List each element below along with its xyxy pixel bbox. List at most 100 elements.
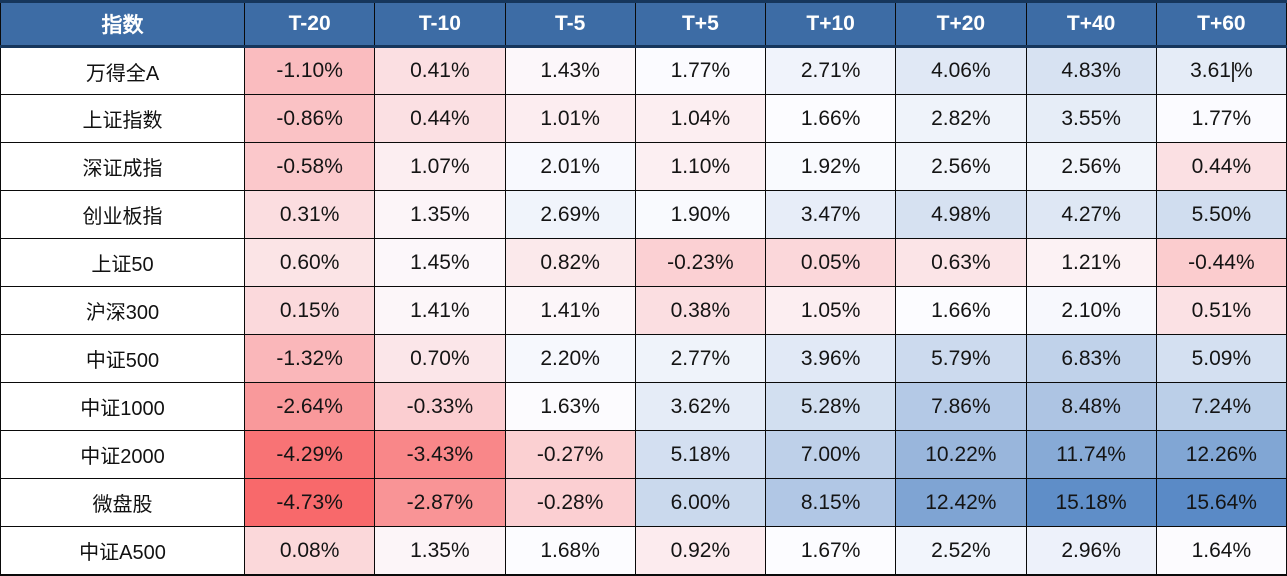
- value-cell[interactable]: 0.15%: [243, 286, 376, 336]
- value-cell[interactable]: -3.43%: [374, 430, 506, 480]
- value-cell[interactable]: 2.69%: [504, 190, 636, 240]
- value-cell[interactable]: 1.67%: [764, 526, 897, 576]
- value-cell[interactable]: 3.47%: [764, 190, 897, 240]
- value-cell[interactable]: 2.77%: [634, 334, 767, 384]
- value-cell[interactable]: 1.66%: [895, 286, 1027, 336]
- value-cell[interactable]: 7.24%: [1155, 382, 1287, 432]
- value-cell[interactable]: -0.27%: [504, 430, 636, 480]
- index-label-cell[interactable]: 中证1000: [0, 382, 245, 432]
- value-cell[interactable]: 0.08%: [243, 526, 376, 576]
- value-cell[interactable]: 4.27%: [1025, 190, 1157, 240]
- value-cell[interactable]: 1.41%: [374, 286, 506, 336]
- value-cell[interactable]: 2.20%: [504, 334, 636, 384]
- value-cell[interactable]: 1.01%: [504, 94, 636, 144]
- value-cell[interactable]: 7.00%: [764, 430, 897, 480]
- value-cell[interactable]: 2.52%: [895, 526, 1027, 576]
- value-cell[interactable]: -2.87%: [374, 478, 506, 528]
- value-cell[interactable]: 5.18%: [634, 430, 767, 480]
- value-cell[interactable]: 5.50%: [1155, 190, 1287, 240]
- value-cell[interactable]: -0.44%: [1155, 238, 1287, 288]
- value-cell[interactable]: 10.22%: [895, 430, 1027, 480]
- index-label-cell[interactable]: 深证成指: [0, 142, 245, 192]
- value-cell[interactable]: 2.71%: [764, 45, 897, 96]
- value-cell[interactable]: 7.86%: [895, 382, 1027, 432]
- value-cell[interactable]: 8.48%: [1025, 382, 1157, 432]
- index-label-cell[interactable]: 沪深300: [0, 286, 245, 336]
- value-cell[interactable]: 2.82%: [895, 94, 1027, 144]
- value-cell[interactable]: 0.60%: [243, 238, 376, 288]
- value-cell[interactable]: -0.86%: [243, 94, 376, 144]
- value-cell[interactable]: 3.62%: [634, 382, 767, 432]
- value-cell[interactable]: 1.04%: [634, 94, 767, 144]
- value-cell[interactable]: 5.09%: [1155, 334, 1287, 384]
- value-cell[interactable]: 0.44%: [1155, 142, 1287, 192]
- value-cell[interactable]: 4.06%: [895, 45, 1027, 96]
- value-cell[interactable]: 1.21%: [1025, 238, 1157, 288]
- index-label-cell[interactable]: 万得全A: [0, 45, 245, 96]
- value-cell[interactable]: 1.63%: [504, 382, 636, 432]
- value-cell[interactable]: -0.58%: [243, 142, 376, 192]
- value-cell[interactable]: 1.66%: [764, 94, 897, 144]
- value-cell[interactable]: 3.55%: [1025, 94, 1157, 144]
- value-cell[interactable]: 1.05%: [764, 286, 897, 336]
- index-label-cell[interactable]: 中证500: [0, 334, 245, 384]
- value-cell[interactable]: 1.35%: [374, 526, 506, 576]
- value-cell[interactable]: 0.51%: [1155, 286, 1287, 336]
- column-header-index[interactable]: 指数: [0, 0, 245, 48]
- value-cell[interactable]: 2.01%: [504, 142, 636, 192]
- value-cell[interactable]: 1.41%: [504, 286, 636, 336]
- column-header[interactable]: T+10: [764, 0, 897, 48]
- value-cell[interactable]: 1.45%: [374, 238, 506, 288]
- index-label-cell[interactable]: 创业板指: [0, 190, 245, 240]
- value-cell[interactable]: 3.61%: [1155, 45, 1287, 96]
- value-cell[interactable]: 6.00%: [634, 478, 767, 528]
- value-cell[interactable]: 12.42%: [895, 478, 1027, 528]
- value-cell[interactable]: 2.10%: [1025, 286, 1157, 336]
- value-cell[interactable]: 2.56%: [1025, 142, 1157, 192]
- value-cell[interactable]: -1.32%: [243, 334, 376, 384]
- value-cell[interactable]: 6.83%: [1025, 334, 1157, 384]
- value-cell[interactable]: 0.44%: [374, 94, 506, 144]
- value-cell[interactable]: 0.92%: [634, 526, 767, 576]
- column-header[interactable]: T+5: [634, 0, 767, 48]
- value-cell[interactable]: -1.10%: [243, 45, 376, 96]
- value-cell[interactable]: 12.26%: [1155, 430, 1287, 480]
- column-header[interactable]: T+20: [895, 0, 1027, 48]
- value-cell[interactable]: -0.23%: [634, 238, 767, 288]
- value-cell[interactable]: 1.77%: [634, 45, 767, 96]
- index-label-cell[interactable]: 微盘股: [0, 478, 245, 528]
- value-cell[interactable]: 8.15%: [764, 478, 897, 528]
- value-cell[interactable]: 0.05%: [764, 238, 897, 288]
- value-cell[interactable]: 3.96%: [764, 334, 897, 384]
- value-cell[interactable]: 2.96%: [1025, 526, 1157, 576]
- index-label-cell[interactable]: 上证指数: [0, 94, 245, 144]
- value-cell[interactable]: 1.77%: [1155, 94, 1287, 144]
- column-header[interactable]: T+40: [1025, 0, 1157, 48]
- value-cell[interactable]: -4.29%: [243, 430, 376, 480]
- value-cell[interactable]: 0.41%: [374, 45, 506, 96]
- value-cell[interactable]: 1.43%: [504, 45, 636, 96]
- value-cell[interactable]: 0.82%: [504, 238, 636, 288]
- value-cell[interactable]: 4.83%: [1025, 45, 1157, 96]
- value-cell[interactable]: 0.31%: [243, 190, 376, 240]
- value-cell[interactable]: 1.68%: [504, 526, 636, 576]
- value-cell[interactable]: 5.79%: [895, 334, 1027, 384]
- value-cell[interactable]: 2.56%: [895, 142, 1027, 192]
- value-cell[interactable]: 0.63%: [895, 238, 1027, 288]
- column-header[interactable]: T-20: [243, 0, 376, 48]
- value-cell[interactable]: -0.33%: [374, 382, 506, 432]
- value-cell[interactable]: -2.64%: [243, 382, 376, 432]
- value-cell[interactable]: 1.07%: [374, 142, 506, 192]
- value-cell[interactable]: 1.92%: [764, 142, 897, 192]
- value-cell[interactable]: -0.28%: [504, 478, 636, 528]
- index-label-cell[interactable]: 中证A500: [0, 526, 245, 576]
- value-cell[interactable]: 4.98%: [895, 190, 1027, 240]
- value-cell[interactable]: 11.74%: [1025, 430, 1157, 480]
- index-label-cell[interactable]: 上证50: [0, 238, 245, 288]
- value-cell[interactable]: 15.18%: [1025, 478, 1157, 528]
- index-label-cell[interactable]: 中证2000: [0, 430, 245, 480]
- column-header[interactable]: T+60: [1155, 0, 1287, 48]
- column-header[interactable]: T-5: [504, 0, 636, 48]
- value-cell[interactable]: 1.35%: [374, 190, 506, 240]
- column-header[interactable]: T-10: [374, 0, 506, 48]
